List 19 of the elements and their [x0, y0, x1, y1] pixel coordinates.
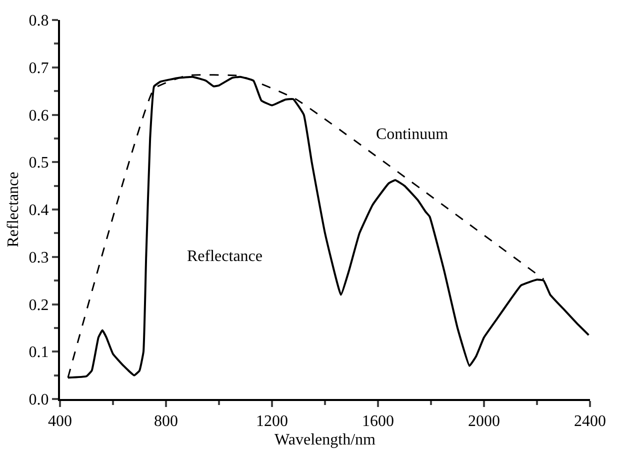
y-tick-label: 0.6	[28, 107, 49, 124]
y-tick-label: 0.4	[28, 202, 49, 220]
y-tick-label: 0.3	[28, 249, 49, 266]
x-tick-label: 800	[154, 413, 178, 430]
x-tick-label: 1600	[362, 413, 394, 430]
y-tick-label: 0.0	[28, 392, 49, 409]
x-tick-label: 2000	[468, 413, 500, 430]
x-tick-label: 2400	[574, 413, 606, 430]
y-tick-label: 0.8	[28, 12, 49, 30]
y-tick-label: 0.5	[28, 154, 49, 172]
y-tick-label: 0.2	[28, 296, 49, 314]
x-tick-label: 1200	[256, 413, 288, 430]
x-axis-title: Wavelength/nm	[274, 431, 376, 448]
y-axis-title: Reflectance	[5, 172, 22, 248]
annotation: Continuum	[376, 126, 449, 143]
y-tick-label: 0.7	[28, 60, 49, 77]
x-tick-label: 400	[48, 413, 72, 430]
annotation: Reflectance	[187, 248, 262, 265]
y-tick-label: 0.1	[28, 344, 49, 362]
